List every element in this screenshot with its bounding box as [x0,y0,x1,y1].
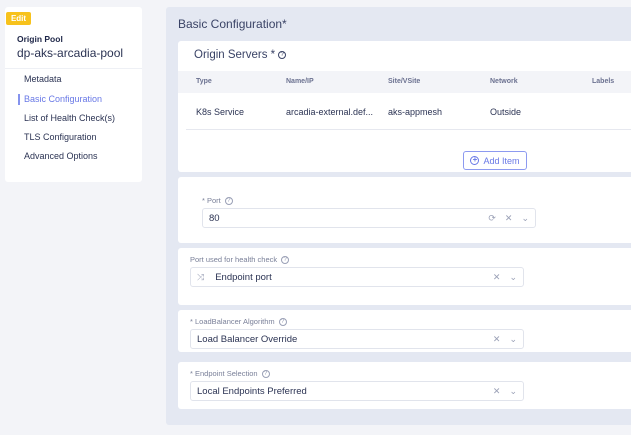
column-header: Labels [592,78,615,85]
clear-icon[interactable]: ✕ [492,271,501,282]
help-icon[interactable]: ? [261,369,270,378]
help-icon[interactable]: ? [278,317,287,326]
port-label: * Port [202,196,221,205]
main-panel: Basic Configuration* Origin Servers * ? … [166,7,631,425]
cell-site[interactable]: aks-appmesh [388,107,443,117]
add-item-button[interactable]: + Add Item [463,151,527,170]
object-type: Origin Pool [17,34,63,44]
chevron-down-icon[interactable]: ⌄ [521,212,529,223]
lb-algorithm-select[interactable]: Load Balancer Override ✕ ⌄ [190,329,524,349]
add-item-label: Add Item [483,155,520,166]
row-divider [186,129,631,130]
edit-badge: Edit [6,12,31,25]
refresh-icon[interactable]: ⟳ [488,212,496,223]
clear-icon[interactable]: ✕ [492,333,501,344]
lb-algorithm-label: * LoadBalancer Algorithm [190,317,275,326]
plus-circle-icon: + [470,156,480,165]
column-header: Type [196,78,212,85]
column-header: Site/VSite [388,78,421,85]
chevron-down-icon[interactable]: ⌄ [509,271,517,282]
cell-name[interactable]: arcadia-external.def... [286,107,374,117]
health-port-label: Port used for health check [190,255,278,264]
endpoint-selection-select[interactable]: Local Endpoints Preferred ✕ ⌄ [190,381,524,401]
origin-servers-card: Origin Servers * ? Type Name/IP Site/VSi… [178,41,631,172]
active-indicator [18,94,20,105]
port-input[interactable]: 80 ⟳ ✕ ⌄ [202,208,536,228]
divider [5,68,142,69]
health-port-card: Port used for health check? ⤨ Endpoint p… [178,248,631,305]
help-icon[interactable]: ? [278,51,287,59]
section-title: Origin Servers * [194,49,276,61]
page-title: Basic Configuration* [178,17,287,31]
lb-algorithm-value: Load Balancer Override [197,333,298,345]
help-icon[interactable]: ? [281,255,290,264]
port-value: 80 [209,212,220,224]
cell-network[interactable]: Outside [490,107,522,117]
sidebar-item-metadata[interactable]: Metadata [24,74,62,84]
health-port-select[interactable]: ⤨ Endpoint port ✕ ⌄ [190,267,524,287]
column-header: Network [490,78,518,85]
sidebar-item-health-checks[interactable]: List of Health Check(s) [24,113,116,123]
clear-icon[interactable]: ✕ [492,385,501,396]
sidebar-item-advanced-options[interactable]: Advanced Options [24,151,98,161]
lb-algorithm-card: * LoadBalancer Algorithm? Load Balancer … [178,310,631,352]
table-header [178,71,631,93]
object-name: dp-aks-arcadia-pool [17,46,124,60]
help-icon[interactable]: ? [224,196,233,205]
column-header: Name/IP [286,78,314,85]
shuffle-icon: ⤨ [197,271,205,282]
cell-type[interactable]: K8s Service [196,107,245,117]
chevron-down-icon[interactable]: ⌄ [509,385,517,396]
clear-icon[interactable]: ✕ [504,212,513,223]
health-port-value: Endpoint port [215,271,272,283]
sidebar: Edit Origin Pool dp-aks-arcadia-pool Met… [5,7,142,182]
endpoint-selection-value: Local Endpoints Preferred [197,385,307,397]
endpoint-selection-card: * Endpoint Selection? Local Endpoints Pr… [178,362,631,409]
sidebar-item-tls-configuration[interactable]: TLS Configuration [24,132,97,142]
sidebar-item-basic-configuration[interactable]: Basic Configuration [24,94,103,104]
chevron-down-icon[interactable]: ⌄ [509,333,517,344]
port-card: * Port? 80 ⟳ ✕ ⌄ [178,177,631,243]
endpoint-selection-label: * Endpoint Selection [190,369,258,378]
